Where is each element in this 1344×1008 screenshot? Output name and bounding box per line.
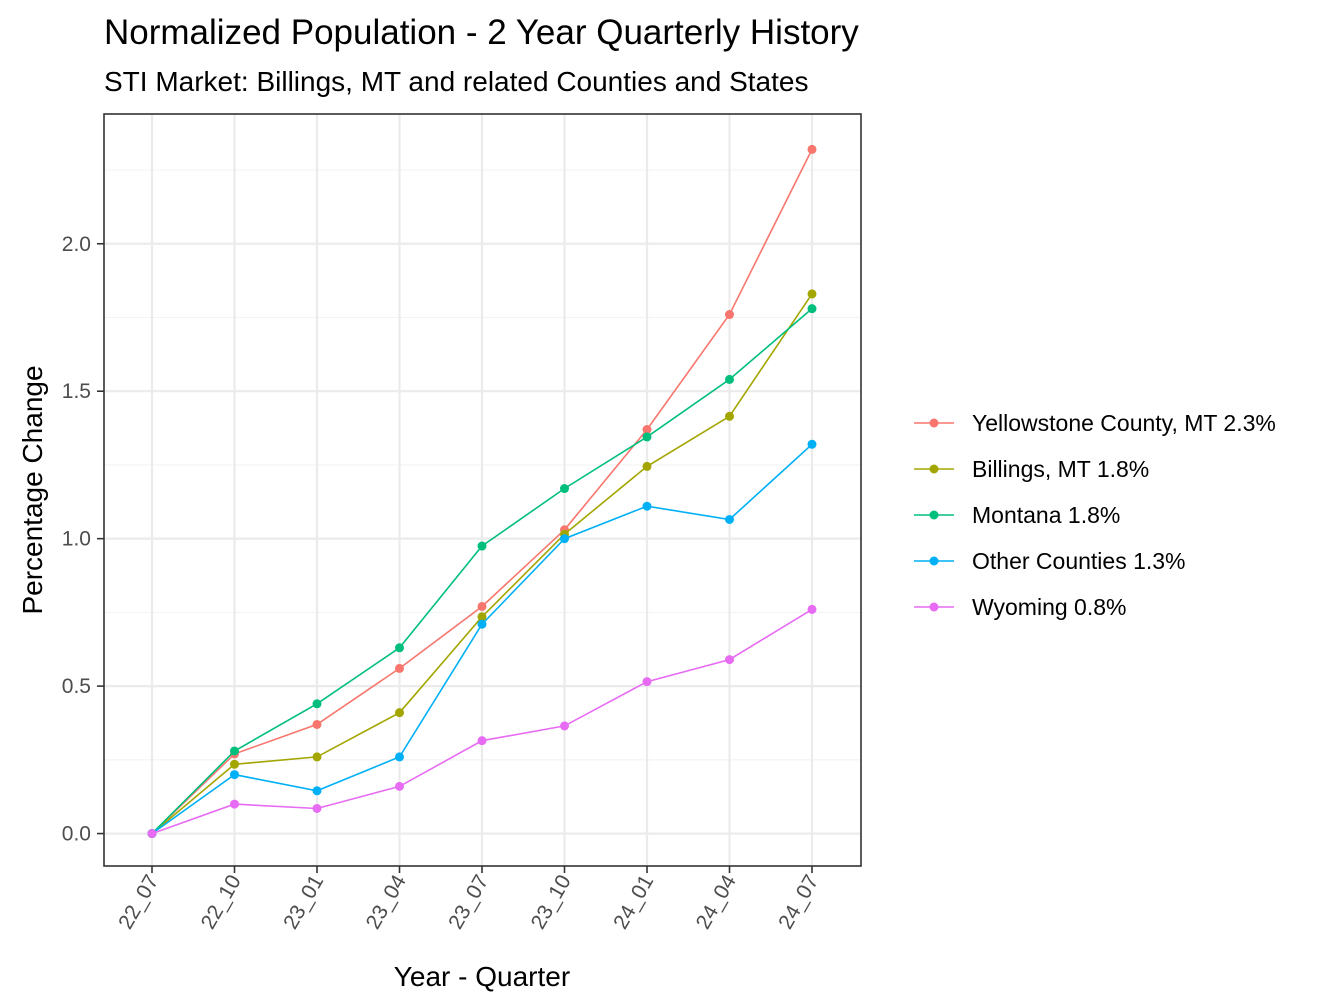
y-tick-label: 0.0 [62, 823, 91, 846]
y-tick-label: 1.0 [62, 528, 91, 551]
data-point [642, 677, 652, 687]
data-point [642, 461, 652, 471]
data-point [312, 699, 322, 709]
data-point [725, 514, 734, 524]
x-tick-label: 24_07 [774, 871, 823, 933]
chart-title: Normalized Population - 2 Year Quarterly… [104, 13, 859, 52]
y-tick-label: 0.5 [62, 675, 91, 698]
legend-label: Other Counties 1.3% [972, 548, 1186, 574]
legend-key-point [929, 464, 939, 474]
major-gridlines [104, 114, 861, 866]
legend-key-point [929, 510, 939, 520]
x-tick-label: 23_07 [444, 871, 493, 933]
legend-key-point [929, 418, 939, 428]
legend-label: Wyoming 0.8% [972, 594, 1126, 620]
data-point [642, 432, 652, 442]
data-point [395, 781, 404, 791]
data-point [560, 721, 569, 731]
data-point [725, 411, 734, 421]
data-point [312, 786, 322, 796]
data-point [477, 736, 487, 746]
legend-key-point [929, 602, 939, 612]
data-point [807, 144, 817, 154]
y-tick-label: 1.5 [62, 380, 91, 403]
data-point [725, 374, 734, 384]
legend-item: Other Counties 1.3% [914, 548, 1186, 574]
data-point [642, 501, 652, 511]
data-point [312, 752, 322, 762]
legend-label: Yellowstone County, MT 2.3% [972, 410, 1276, 436]
x-axis-title: Year - Quarter [394, 961, 570, 992]
x-tick-label: 22_07 [114, 871, 163, 933]
data-point [230, 746, 239, 756]
legend-item: Montana 1.8% [914, 502, 1120, 528]
data-point [725, 655, 734, 665]
data-point [147, 829, 157, 839]
legend-item: Billings, MT 1.8% [914, 456, 1149, 482]
data-point [725, 310, 734, 320]
x-tick-label: 23_01 [279, 871, 328, 933]
legend: Yellowstone County, MT 2.3% Billings, MT … [914, 410, 1276, 620]
series-group [147, 604, 817, 839]
y-tick-label: 2.0 [62, 233, 91, 256]
y-axis-title: Percentage Change [17, 365, 48, 614]
data-point [230, 799, 239, 809]
data-point [395, 663, 404, 673]
legend-item: Yellowstone County, MT 2.3% [914, 410, 1276, 436]
series-group [147, 304, 817, 839]
data-point [312, 719, 322, 729]
x-tick-label: 24_04 [692, 871, 741, 933]
chart-subtitle: STI Market: Billings, MT and related Cou… [104, 66, 808, 97]
data-point [807, 304, 817, 314]
y-axis: 0.0 0.5 1.0 1.5 2.0 [62, 233, 104, 846]
data-point [807, 289, 817, 299]
data-point [477, 541, 487, 551]
data-point [560, 534, 569, 544]
data-point [230, 759, 239, 769]
legend-label: Billings, MT 1.8% [972, 456, 1149, 482]
x-tick-label: 22_10 [197, 871, 246, 933]
data-point [477, 612, 487, 622]
data-point [312, 803, 322, 813]
data-point [477, 601, 487, 611]
series-layer [147, 144, 817, 839]
x-tick-label: 23_04 [362, 871, 411, 933]
data-point [807, 439, 817, 449]
legend-key-point [929, 556, 939, 566]
data-point [395, 708, 404, 718]
data-point [395, 643, 404, 653]
data-point [807, 604, 817, 614]
legend-label: Montana 1.8% [972, 502, 1120, 528]
data-point [395, 752, 404, 762]
x-axis: 22_07 22_10 23_01 23_04 23_07 23_10 24_01 24_04… [114, 866, 823, 933]
x-tick-label: 23_10 [527, 871, 576, 933]
x-tick-label: 24_01 [609, 871, 658, 933]
data-point [477, 619, 487, 629]
data-point [230, 770, 239, 780]
data-point [560, 484, 569, 494]
legend-item: Wyoming 0.8% [914, 594, 1126, 620]
data-point [642, 425, 652, 435]
series-group [147, 289, 817, 839]
